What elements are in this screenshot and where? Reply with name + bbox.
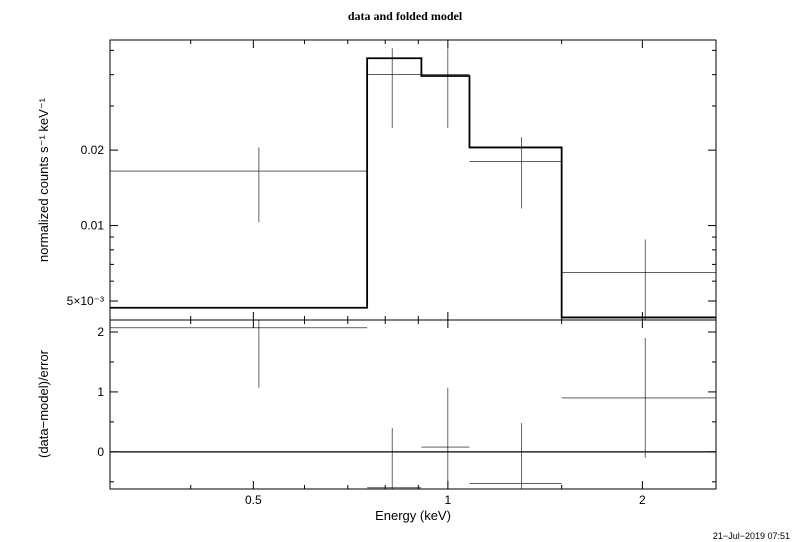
bottom-y-axis-label: (data−model)/error (36, 349, 51, 458)
timestamp: 21−Jul−2019 07:51 (713, 531, 790, 541)
chart-title: data and folded model (348, 9, 463, 23)
x-tick-label: 2 (639, 493, 646, 507)
top-y-tick-label: 0.02 (81, 143, 105, 157)
x-tick-label: 1 (445, 493, 452, 507)
model-step-line (110, 57, 716, 319)
bottom-panel: 0.5 1 2 0 1 2 (97, 319, 717, 507)
x-tick-label: 0.5 (245, 493, 262, 507)
bottom-y-tick-label: 1 (97, 385, 104, 399)
top-panel: 5×10⁻³ 0.01 0.02 (67, 39, 717, 321)
bottom-y-tick-label: 0 (97, 445, 104, 459)
top-y-tick-label: 5×10⁻³ (67, 294, 104, 308)
bottom-plot-frame (109, 319, 717, 490)
top-y-axis-label: normalized counts s⁻¹ keV⁻¹ (36, 97, 51, 262)
top-y-tick-label: 0.01 (81, 219, 105, 233)
top-plot-frame (109, 39, 717, 321)
x-axis-label: Energy (keV) (375, 508, 451, 523)
bottom-y-tick-label: 2 (97, 325, 104, 339)
